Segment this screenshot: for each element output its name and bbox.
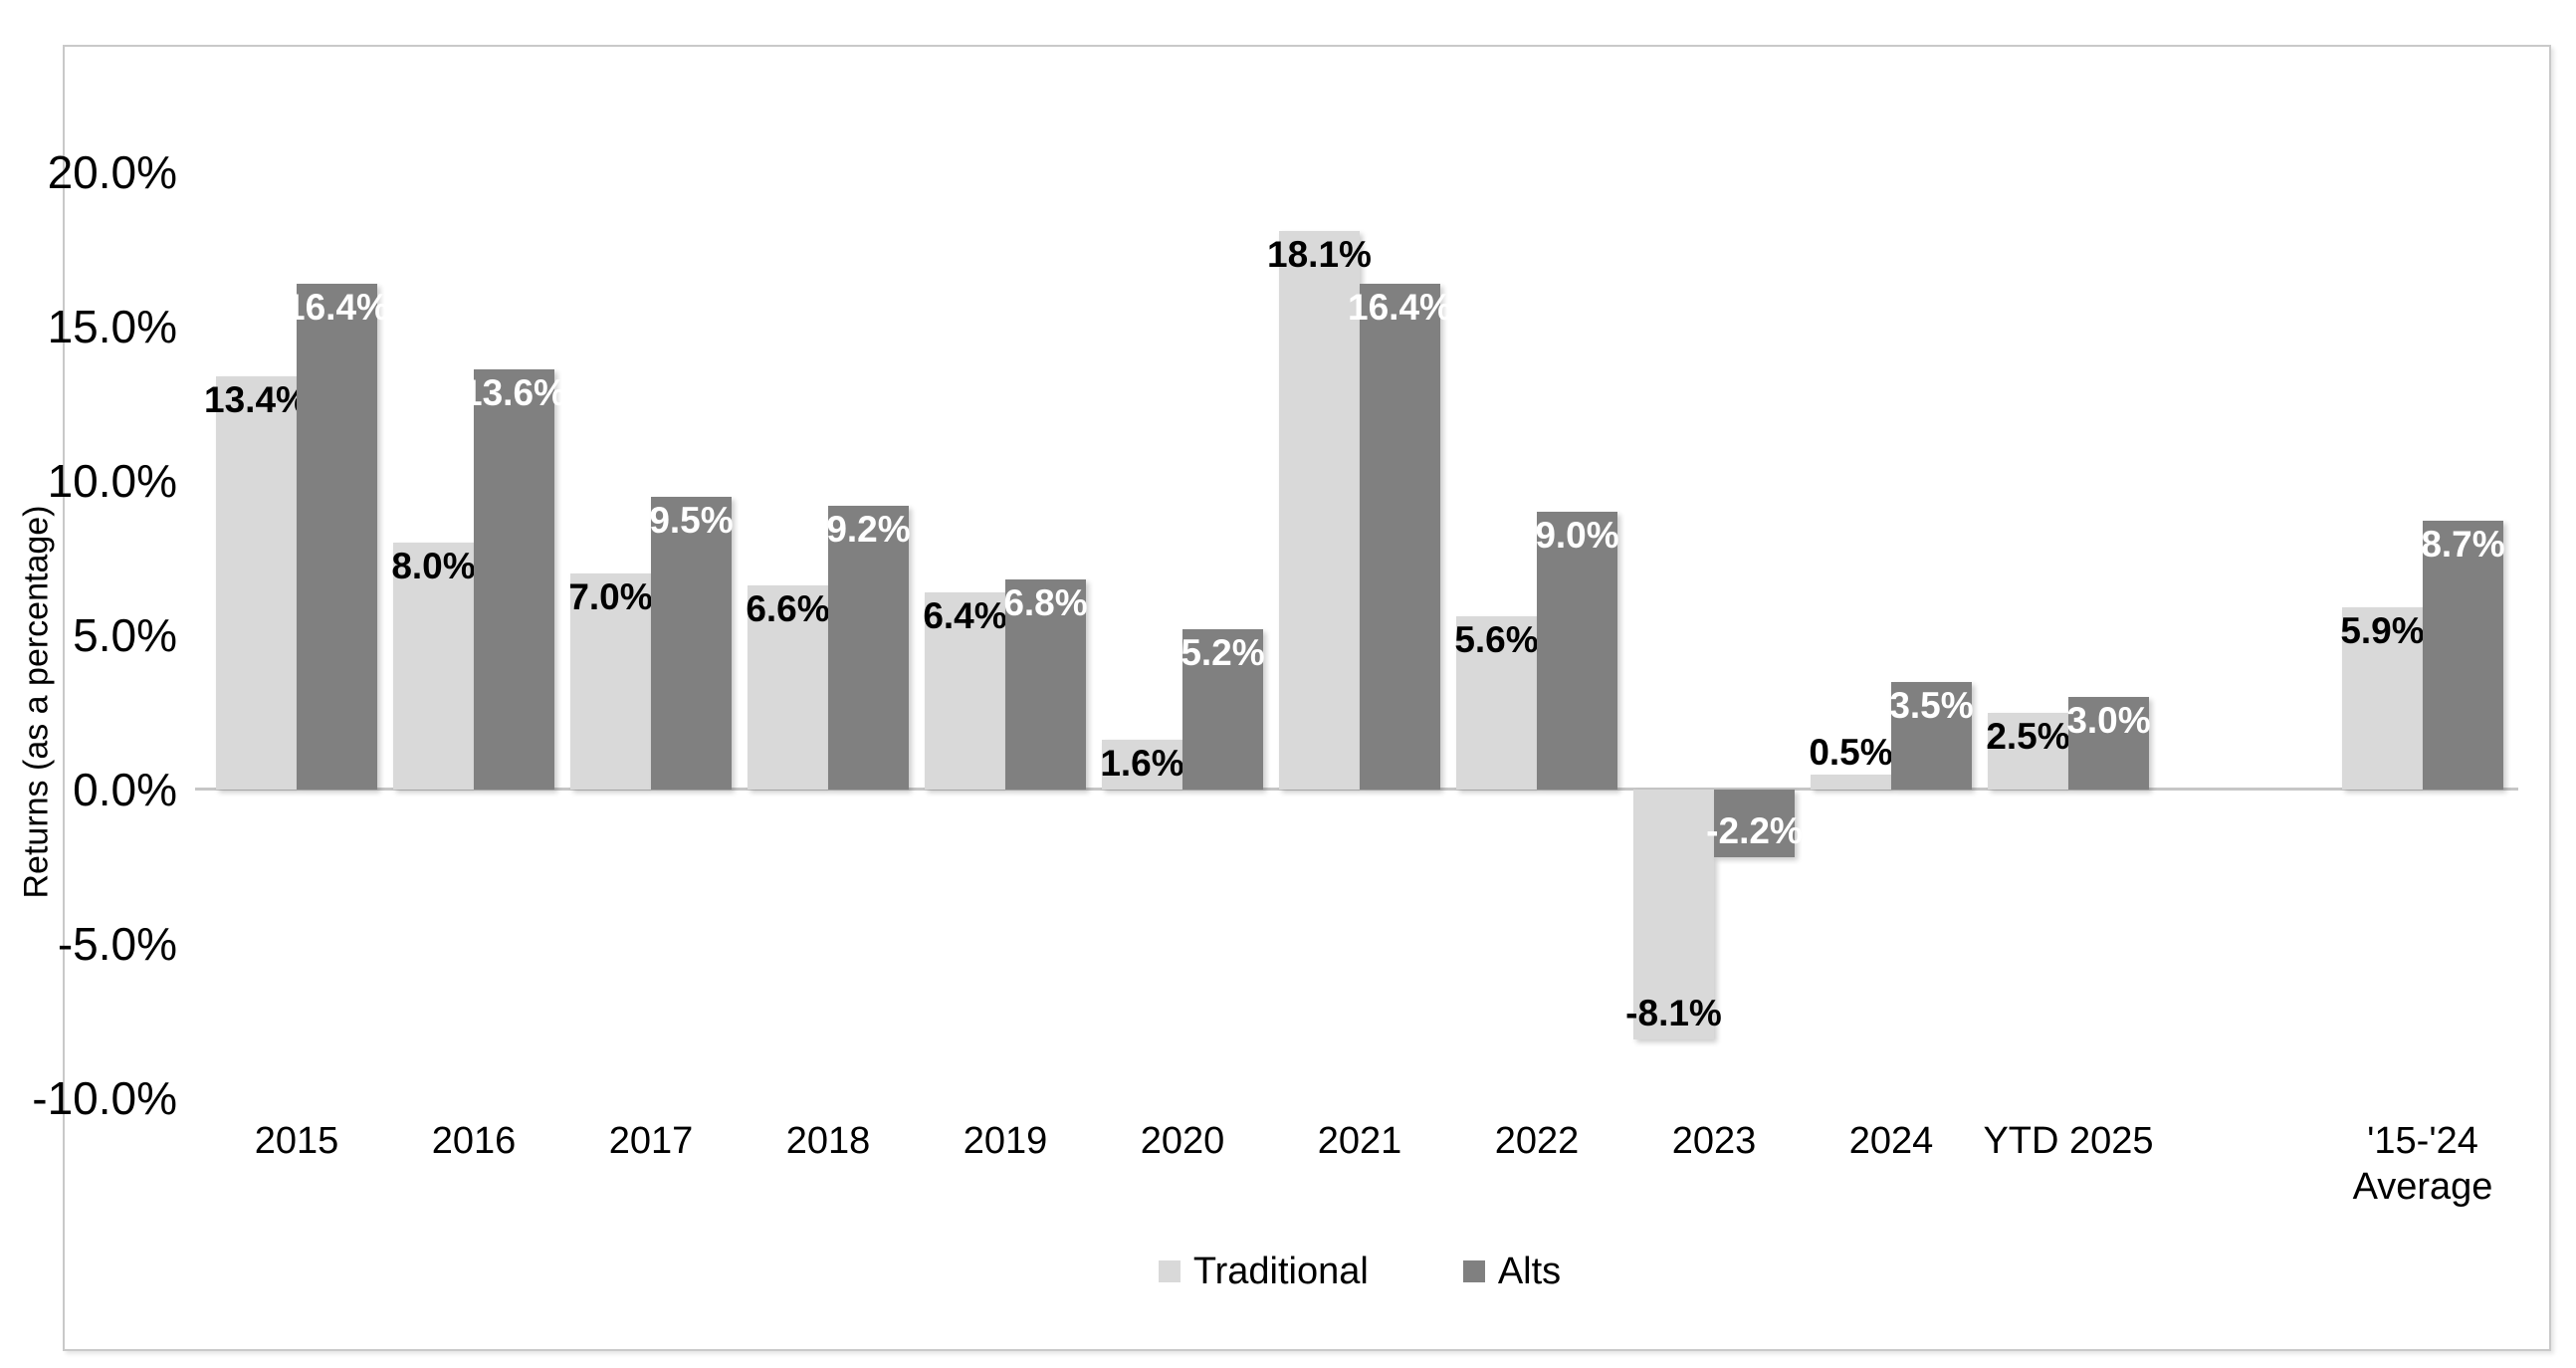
bar-alts-2022 (1537, 512, 1617, 790)
y-axis-tick-0-0: 0.0% (73, 764, 177, 815)
y-axis-tick-10-0: 10.0% (47, 455, 177, 507)
bar-traditional-2019 (925, 591, 1005, 790)
x-axis-label-2023: 2023 (1671, 1120, 1757, 1162)
bar-traditional-2017 (570, 573, 651, 790)
x-axis-label-2020: 2020 (1140, 1120, 1225, 1162)
bar-alts-2021 (1360, 283, 1440, 790)
y-axis-tick-20-0: 20.0% (47, 146, 177, 198)
bar-alts-2020 (1182, 628, 1263, 790)
bar-alts-2023 (1714, 790, 1795, 858)
x-axis-label-2019: 2019 (963, 1120, 1048, 1162)
y-axis-tick-5-0: 5.0% (73, 609, 177, 661)
y-axis-title: Returns (as a percentage) (17, 505, 56, 899)
x-axis-label-2015: 2015 (254, 1120, 339, 1162)
x-axis-label-2022: 2022 (1494, 1120, 1580, 1162)
bar-alts-15-24-average (2423, 521, 2503, 790)
x-axis-label-ytd-2025: YTD 2025 (1983, 1120, 2154, 1162)
bar-traditional-2023 (1633, 790, 1714, 1040)
bar-traditional-2024 (1811, 774, 1891, 790)
bar-traditional-2022 (1456, 616, 1537, 790)
bar-traditional-2016 (393, 543, 474, 790)
bar-traditional-2021 (1279, 230, 1360, 790)
bar-traditional-15-24-average (2342, 607, 2423, 790)
bar-traditional-2018 (748, 585, 828, 790)
x-axis-label-2016: 2016 (431, 1120, 517, 1162)
bar-traditional-2015 (216, 375, 297, 790)
legend-swatch-icon-traditional (1158, 1260, 1181, 1282)
legend-item-traditional: Traditional (1158, 1250, 1369, 1293)
bar-alts-2024 (1891, 681, 1972, 790)
x-axis-label-2018: 2018 (785, 1120, 871, 1162)
x-axis-label-2024: 2024 (1848, 1120, 1934, 1162)
bar-alts-2015 (297, 283, 377, 790)
legend-item-alts: Alts (1462, 1250, 1562, 1293)
y-axis-tick-5-0: -5.0% (57, 918, 177, 970)
bar-alts-2017 (651, 496, 732, 790)
bar-alts-ytd-2025 (2068, 697, 2149, 790)
bar-alts-2018 (828, 505, 909, 790)
y-axis-tick-10-0: -10.0% (32, 1072, 177, 1124)
bar-traditional-ytd-2025 (1988, 712, 2068, 790)
legend: Traditional Alts (208, 1248, 2511, 1295)
x-axis-label-2021: 2021 (1317, 1120, 1402, 1162)
x-axis-label-2017: 2017 (608, 1120, 694, 1162)
legend-label-alts: Alts (1497, 1250, 1562, 1292)
bar-alts-2016 (474, 369, 554, 790)
y-axis-tick-15-0: 15.0% (47, 301, 177, 352)
legend-label-traditional: Traditional (1192, 1250, 1369, 1292)
bar-traditional-2020 (1102, 740, 1182, 790)
bar-alts-2019 (1005, 579, 1086, 790)
x-axis-label-15-24-average: '15-'24 Average (2352, 1120, 2493, 1208)
legend-swatch-icon-alts (1462, 1260, 1485, 1282)
